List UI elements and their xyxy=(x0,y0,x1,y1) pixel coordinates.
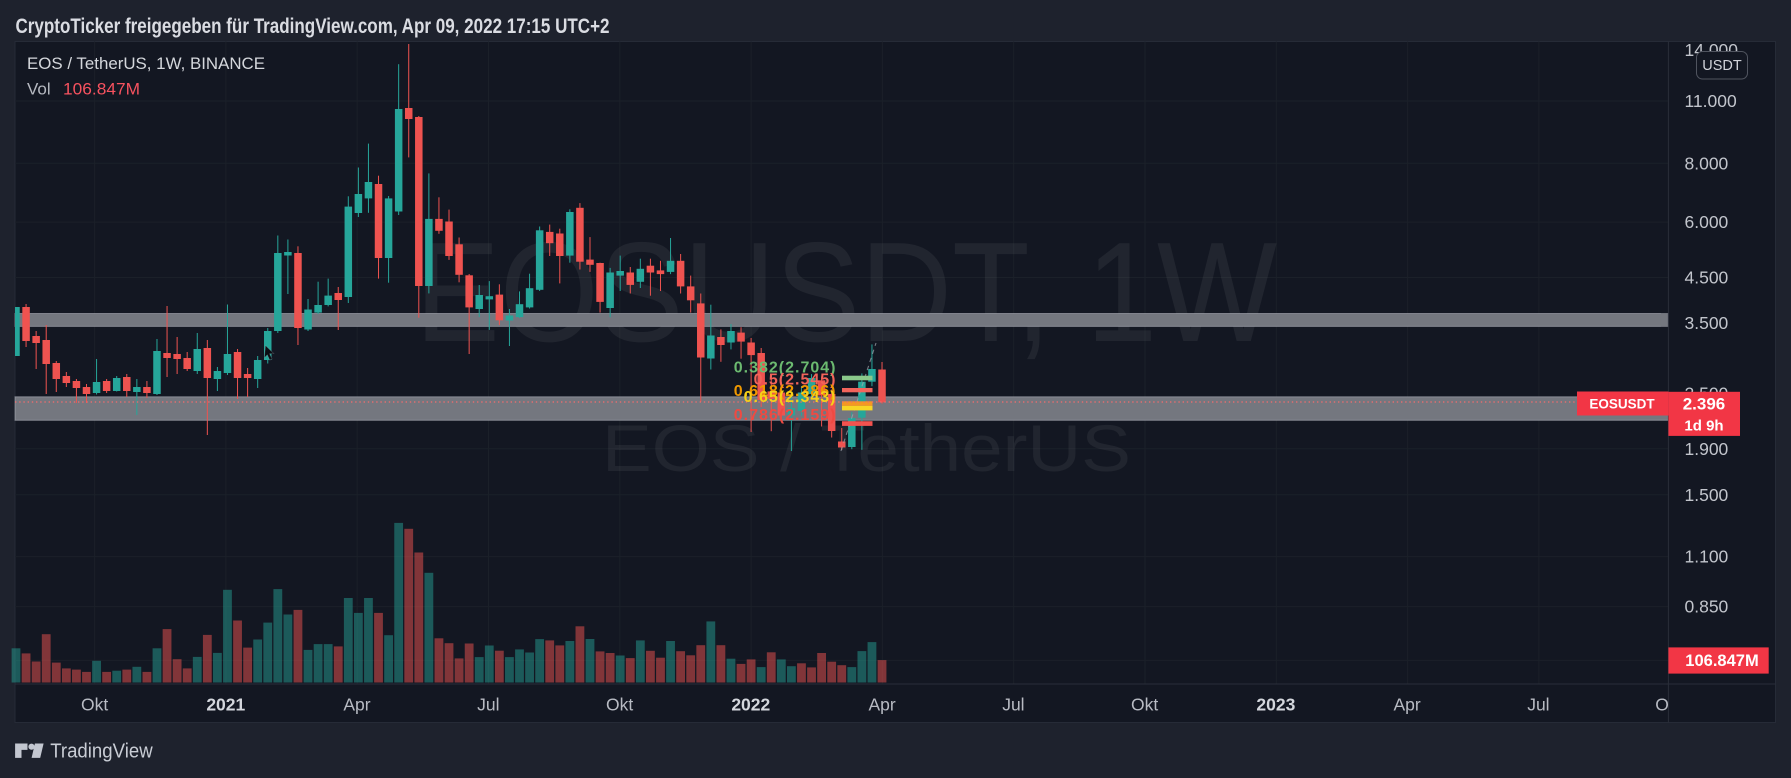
svg-text:Vol: Vol xyxy=(27,80,51,99)
svg-text:0.786(2.159): 0.786(2.159) xyxy=(734,407,837,424)
svg-text:0.65(2.343): 0.65(2.343) xyxy=(744,389,837,406)
svg-text:1.100: 1.100 xyxy=(1685,547,1729,567)
svg-text:Jul: Jul xyxy=(1002,695,1024,715)
svg-text:2022: 2022 xyxy=(731,695,770,715)
svg-text:O: O xyxy=(1655,695,1669,715)
svg-text:EOSUSDT: EOSUSDT xyxy=(1589,396,1655,411)
svg-text:0.5(2.545): 0.5(2.545) xyxy=(754,372,837,389)
svg-text:106.847M: 106.847M xyxy=(63,80,140,99)
svg-text:Okt: Okt xyxy=(81,695,108,715)
svg-text:Okt: Okt xyxy=(1131,695,1158,715)
svg-text:Apr: Apr xyxy=(868,695,895,715)
svg-text:1.900: 1.900 xyxy=(1685,439,1729,459)
svg-text:Jul: Jul xyxy=(477,695,499,715)
svg-text:3.500: 3.500 xyxy=(1685,313,1729,333)
svg-text:USDT: USDT xyxy=(1702,58,1742,74)
svg-text:EOSUSDT, 1W: EOSUSDT, 1W xyxy=(415,213,1277,372)
svg-text:Apr: Apr xyxy=(1393,695,1420,715)
svg-text:4.500: 4.500 xyxy=(1685,268,1729,288)
svg-text:TradingView: TradingView xyxy=(50,741,153,763)
svg-text:0.618(2.386): 0.618(2.386) xyxy=(734,383,837,400)
svg-text:6.000: 6.000 xyxy=(1685,212,1729,232)
svg-text:1.500: 1.500 xyxy=(1685,485,1729,505)
svg-text:Apr: Apr xyxy=(343,695,370,715)
svg-text:2.396: 2.396 xyxy=(1683,394,1726,413)
svg-text:Okt: Okt xyxy=(606,695,633,715)
svg-text:2023: 2023 xyxy=(1256,695,1295,715)
svg-text:Jul: Jul xyxy=(1527,695,1549,715)
svg-text:EOS / TetherUS, 1W, BINANCE: EOS / TetherUS, 1W, BINANCE xyxy=(27,54,265,73)
svg-text:11.000: 11.000 xyxy=(1685,91,1737,111)
svg-text:1d 9h: 1d 9h xyxy=(1684,417,1723,434)
svg-text:2021: 2021 xyxy=(206,695,245,715)
svg-text:0.382(2.704): 0.382(2.704) xyxy=(734,360,837,377)
svg-text:0.850: 0.850 xyxy=(1685,597,1729,617)
svg-text:CryptoTicker freigegeben für T: CryptoTicker freigegeben für TradingView… xyxy=(16,15,610,38)
svg-text:8.000: 8.000 xyxy=(1685,153,1729,173)
svg-text:106.847M: 106.847M xyxy=(1685,652,1758,670)
